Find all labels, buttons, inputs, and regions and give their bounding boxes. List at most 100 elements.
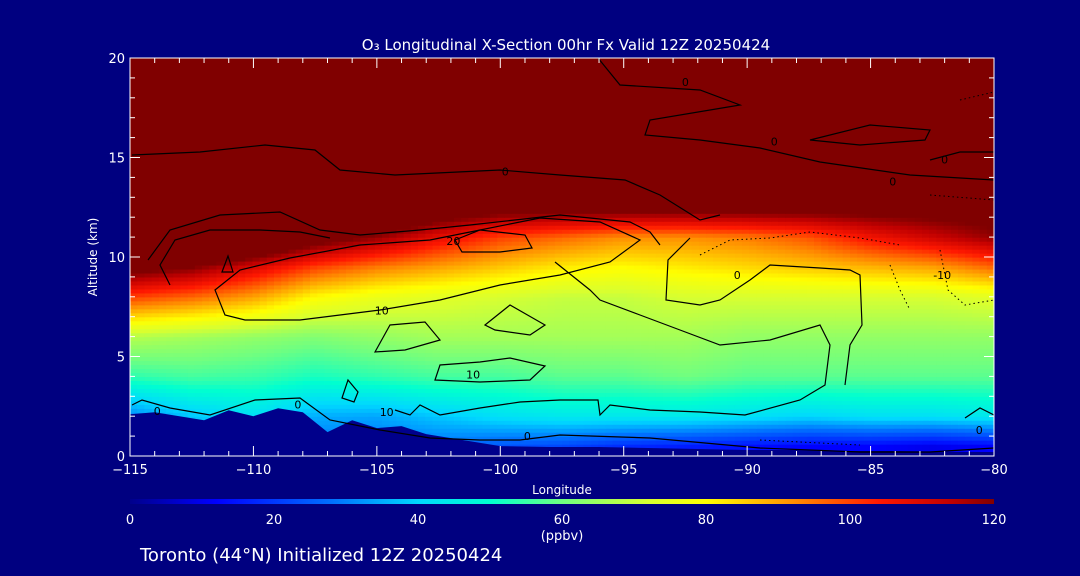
field-cell <box>727 388 736 393</box>
field-cell <box>569 292 577 298</box>
field-cell <box>410 292 419 298</box>
field-cell <box>583 428 592 433</box>
field-cell <box>763 320 772 326</box>
field-cell <box>569 332 577 338</box>
field-cell <box>216 392 225 397</box>
field-cell <box>907 324 916 330</box>
field-cell <box>864 412 873 417</box>
field-cell <box>713 428 721 433</box>
field-cell <box>734 424 743 429</box>
field-cell <box>648 320 657 326</box>
field-cell <box>950 312 959 318</box>
field-cell <box>799 428 808 433</box>
field-cell <box>914 332 923 338</box>
field-cell <box>734 348 743 354</box>
field-cell <box>979 332 988 338</box>
field-cell <box>468 328 477 334</box>
field-cell <box>763 420 772 425</box>
field-cell <box>511 440 520 445</box>
field-cell <box>691 292 700 298</box>
field-cell <box>878 336 887 342</box>
field-cell <box>799 368 808 374</box>
field-cell <box>598 300 606 306</box>
field-cell <box>173 408 181 413</box>
field-cell <box>396 344 405 350</box>
field-cell <box>482 392 491 397</box>
field-cell <box>511 348 520 354</box>
field-cell <box>979 324 988 330</box>
field-cell <box>410 328 419 334</box>
field-cell <box>194 416 203 421</box>
field-cell <box>547 392 556 397</box>
field-cell <box>223 324 232 330</box>
field-cell <box>835 428 844 433</box>
field-cell <box>511 396 520 401</box>
field-cell <box>403 392 412 397</box>
field-cell <box>792 436 801 441</box>
field-cell <box>929 404 937 409</box>
field-cell <box>720 300 729 306</box>
field-cell <box>821 304 829 310</box>
field-cell <box>720 364 729 370</box>
field-cell <box>749 416 757 421</box>
field-cell <box>979 340 988 346</box>
field-cell <box>137 368 145 374</box>
field-cell <box>410 404 419 409</box>
field-cell <box>173 344 181 350</box>
field-cell <box>576 368 585 374</box>
field-cell <box>576 392 585 397</box>
field-cell <box>842 416 851 421</box>
field-cell <box>763 324 772 330</box>
field-cell <box>598 332 606 338</box>
field-cell <box>360 296 369 302</box>
field-cell <box>569 324 577 330</box>
field-cell <box>374 408 383 413</box>
field-cell <box>295 408 304 413</box>
field-cell <box>324 364 333 370</box>
field-cell <box>778 428 786 433</box>
field-cell <box>295 340 304 346</box>
field-cell <box>173 324 181 330</box>
field-cell <box>382 308 390 314</box>
field-cell <box>929 424 937 429</box>
field-cell <box>151 292 160 298</box>
field-cell <box>374 376 383 381</box>
field-cell <box>950 368 959 374</box>
field-cell <box>821 300 829 306</box>
field-cell <box>331 424 340 429</box>
field-cell <box>396 372 405 377</box>
field-cell <box>374 380 383 385</box>
field-cell <box>209 332 217 338</box>
field-cell <box>360 352 369 358</box>
field-cell <box>338 344 347 350</box>
field-cell <box>166 292 174 298</box>
field-cell <box>922 372 930 377</box>
field-cell <box>900 400 909 405</box>
field-cell <box>317 380 325 385</box>
field-cell <box>886 444 894 449</box>
field-cell <box>216 396 225 401</box>
field-cell <box>828 392 837 397</box>
field-cell <box>684 412 693 417</box>
field-cell <box>439 292 448 298</box>
field-cell <box>749 396 757 401</box>
field-cell <box>799 400 808 405</box>
field-cell <box>979 432 988 437</box>
field-cell <box>763 356 772 362</box>
field-cell <box>295 304 304 310</box>
field-cell <box>490 320 498 326</box>
field-cell <box>922 336 930 342</box>
field-cell <box>583 320 592 326</box>
field-cell <box>583 288 592 294</box>
field-cell <box>569 388 577 393</box>
field-cell <box>799 364 808 370</box>
field-cell <box>590 400 599 405</box>
field-cell <box>331 404 340 409</box>
field-cell <box>281 384 289 389</box>
field-cell <box>526 316 534 322</box>
field-cell <box>590 384 599 389</box>
field-cell <box>346 352 354 358</box>
field-cell <box>504 384 513 389</box>
field-cell <box>302 392 311 397</box>
field-cell <box>698 428 707 433</box>
